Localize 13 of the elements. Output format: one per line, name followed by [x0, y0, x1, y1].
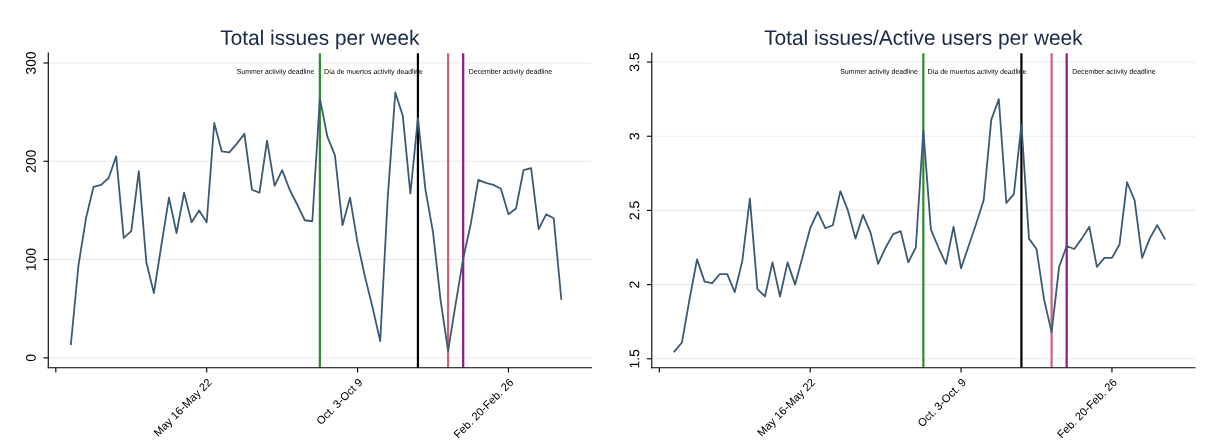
y-tick-label: 100 [25, 248, 36, 271]
chart-title: Total issues/Active users per week [764, 29, 1083, 50]
y-tick-label: 1.5 [629, 349, 640, 368]
y-tick-label: 0 [25, 354, 36, 362]
y-tick-label: 3.5 [629, 52, 640, 72]
line-series [70, 91, 563, 352]
line-series [673, 98, 1166, 353]
y-tick-label: 2.5 [629, 201, 640, 220]
y-tick-label: 200 [25, 150, 36, 173]
y-tick-label: 3 [629, 132, 640, 140]
y-tick-label: 300 [25, 51, 36, 75]
y-tick-label: 2 [629, 281, 640, 288]
chart-title: Total issues per week [220, 29, 420, 50]
